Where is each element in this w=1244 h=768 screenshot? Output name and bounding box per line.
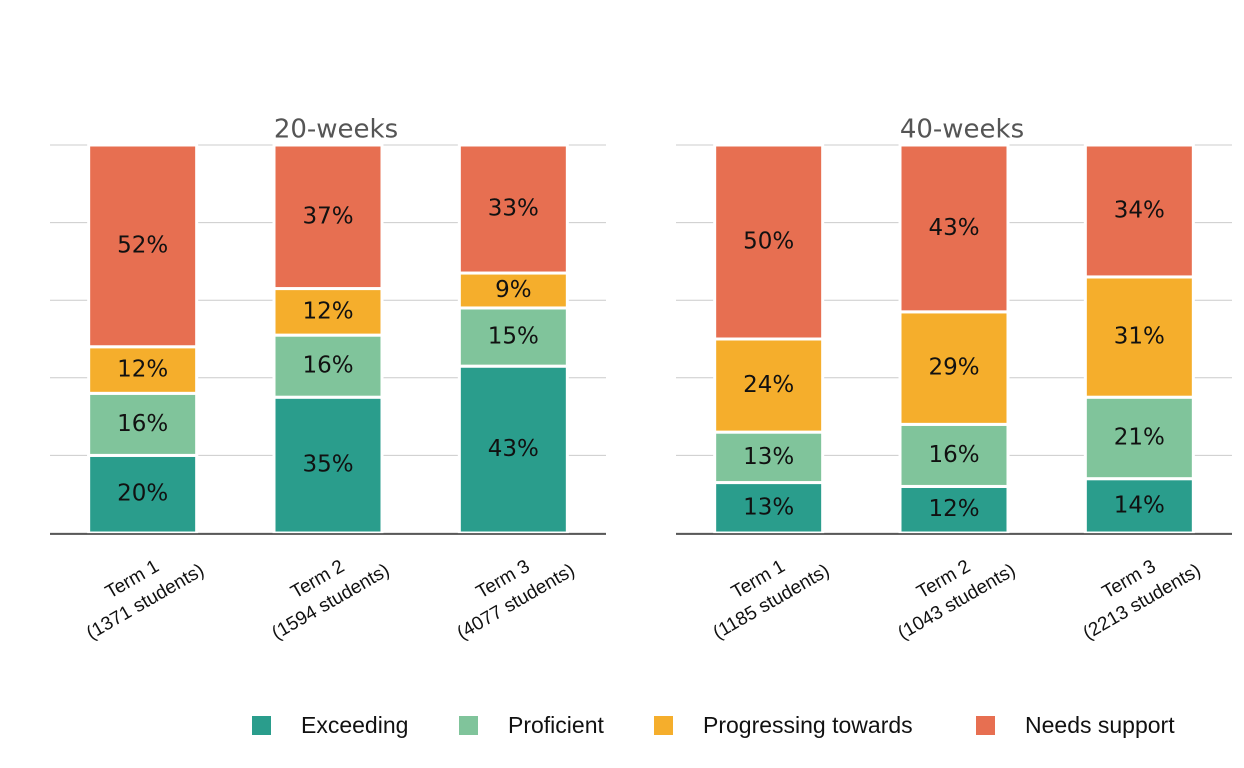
legend-swatch [252,716,271,735]
data-label: 13% [743,494,794,520]
bar-segment [898,484,1010,535]
x-tick-label: Term 3(4077 students) [454,556,579,644]
data-label: 16% [302,353,353,379]
bar-segment [713,481,825,535]
data-label: 31% [1114,324,1165,350]
chart-title: 20-weeks [274,115,398,145]
legend-label: Exceeding [301,712,408,738]
data-label: 29% [928,355,979,381]
x-tick-label: Term 1(1371 students) [83,556,208,644]
chart-title: 40-weeks [900,115,1024,145]
bar-segment [713,143,825,341]
x-tick-label: Term 1(1185 students) [710,556,834,644]
x-tick-label: Term 3(2213 students) [1080,556,1205,644]
bar-segment [87,391,199,457]
data-label: 43% [488,436,539,462]
bar-segment [713,430,825,485]
data-label: 43% [928,215,979,241]
x-tick-label: Term 2(1594 students) [268,556,393,644]
bar-segment [1083,143,1195,279]
bar-segment [457,271,569,310]
legend-swatch [976,716,995,735]
bar-segment [87,143,199,349]
data-label: 21% [1114,424,1165,450]
data-label: 16% [117,411,168,437]
bar-segment [457,306,569,368]
legend-label: Proficient [508,712,604,738]
bar-segment [272,143,384,291]
legend-swatch [459,716,478,735]
bar-segment [272,395,384,535]
legend-label: Progressing towards [703,712,913,738]
data-label: 20% [117,481,168,507]
x-tick-label: Term 2(1043 students) [894,556,1019,644]
data-label: 50% [743,229,794,255]
data-label: 35% [302,452,353,478]
data-label: 12% [928,496,979,522]
bar-segment [457,364,569,535]
data-label: 16% [928,442,979,468]
data-label: 9% [495,277,532,303]
data-label: 13% [743,444,794,470]
data-label: 24% [743,372,794,398]
bar-segment [1083,477,1195,535]
bar-segment [457,143,569,275]
bar-segment [898,143,1010,314]
data-label: 12% [302,298,353,324]
bar-segment [272,333,384,399]
data-label: 15% [488,324,539,350]
legend-label: Needs support [1025,712,1175,738]
data-label: 33% [488,196,539,222]
bar-segment [898,310,1010,426]
legend-swatch [654,716,673,735]
bar-segment [87,345,199,395]
bar-segment [272,287,384,337]
data-label: 37% [302,203,353,229]
data-label: 52% [117,232,168,258]
data-label: 34% [1114,197,1165,223]
data-label: 14% [1114,492,1165,518]
data-label: 12% [117,357,168,383]
